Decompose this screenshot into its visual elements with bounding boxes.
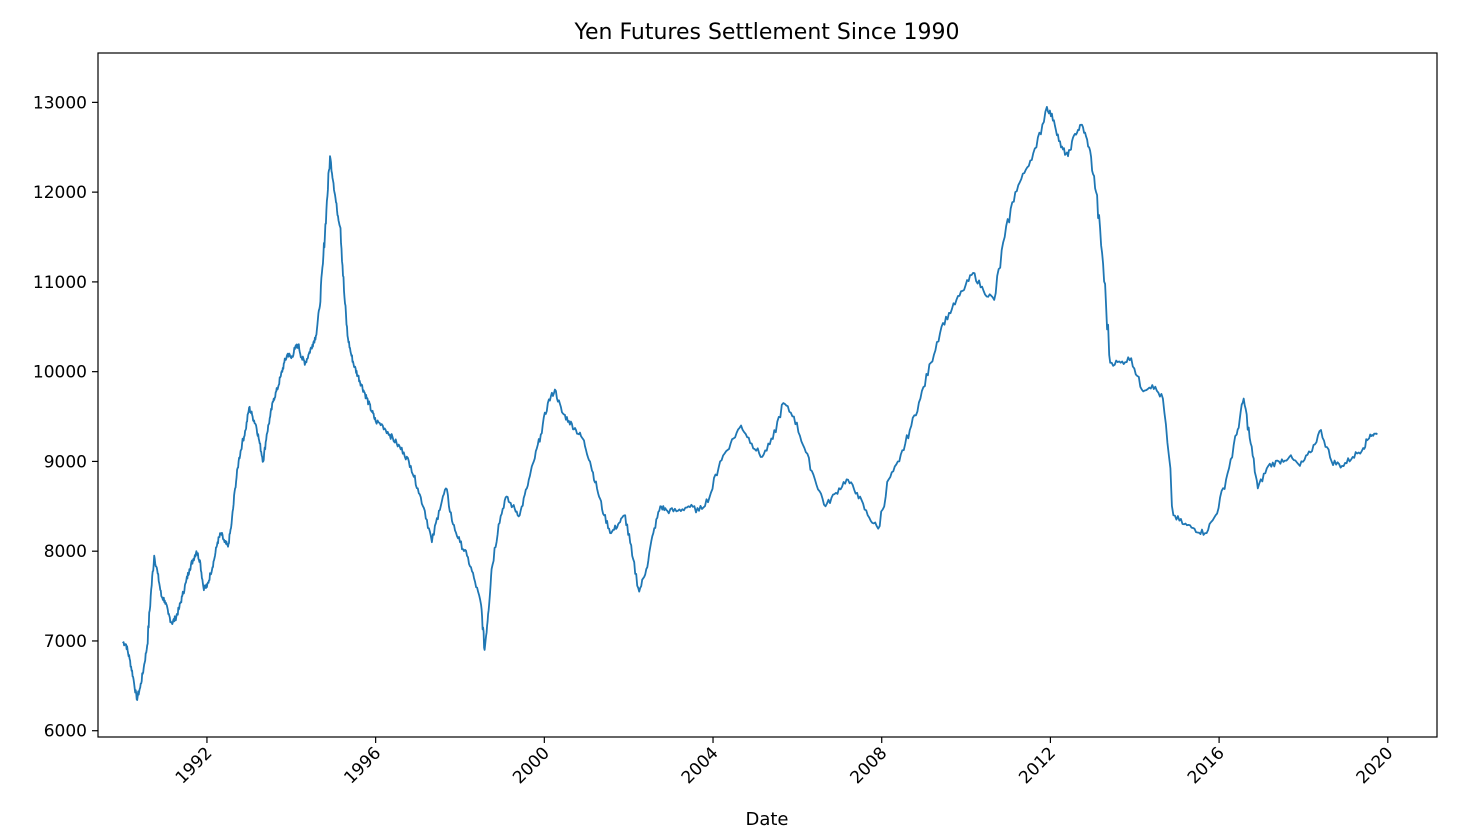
x-tick-label: 1996	[340, 743, 385, 788]
x-axis-label: Date	[745, 809, 788, 830]
y-tick-label: 8000	[44, 542, 87, 562]
plot-frame	[97, 52, 1438, 738]
x-tick-label: 2008	[847, 743, 892, 788]
chart-title: Yen Futures Settlement Since 1990	[573, 20, 959, 45]
x-tick-label: 1992	[172, 743, 217, 788]
y-tick-label: 6000	[44, 722, 87, 742]
plot-area	[122, 106, 1378, 701]
x-tick-label: 2020	[1353, 743, 1398, 788]
y-tick-label: 13000	[33, 93, 87, 113]
y-tick-label: 9000	[44, 452, 87, 472]
series-line	[122, 106, 1378, 701]
y-tick-label: 12000	[33, 183, 87, 203]
x-axis-ticks: 1992 1996 2000 2004 2008 2012 2016 2020	[172, 737, 1398, 788]
y-tick-label: 7000	[44, 632, 87, 652]
y-axis-ticks: 6000 7000 8000 9000 10000 11000 12000 13000	[33, 93, 98, 742]
y-tick-label: 11000	[33, 273, 87, 293]
x-tick-label: 2004	[678, 743, 723, 788]
x-tick-label: 2012	[1015, 743, 1060, 788]
x-tick-label: 2000	[509, 743, 554, 788]
x-tick-label: 2016	[1184, 743, 1229, 788]
y-tick-label: 10000	[33, 363, 87, 383]
